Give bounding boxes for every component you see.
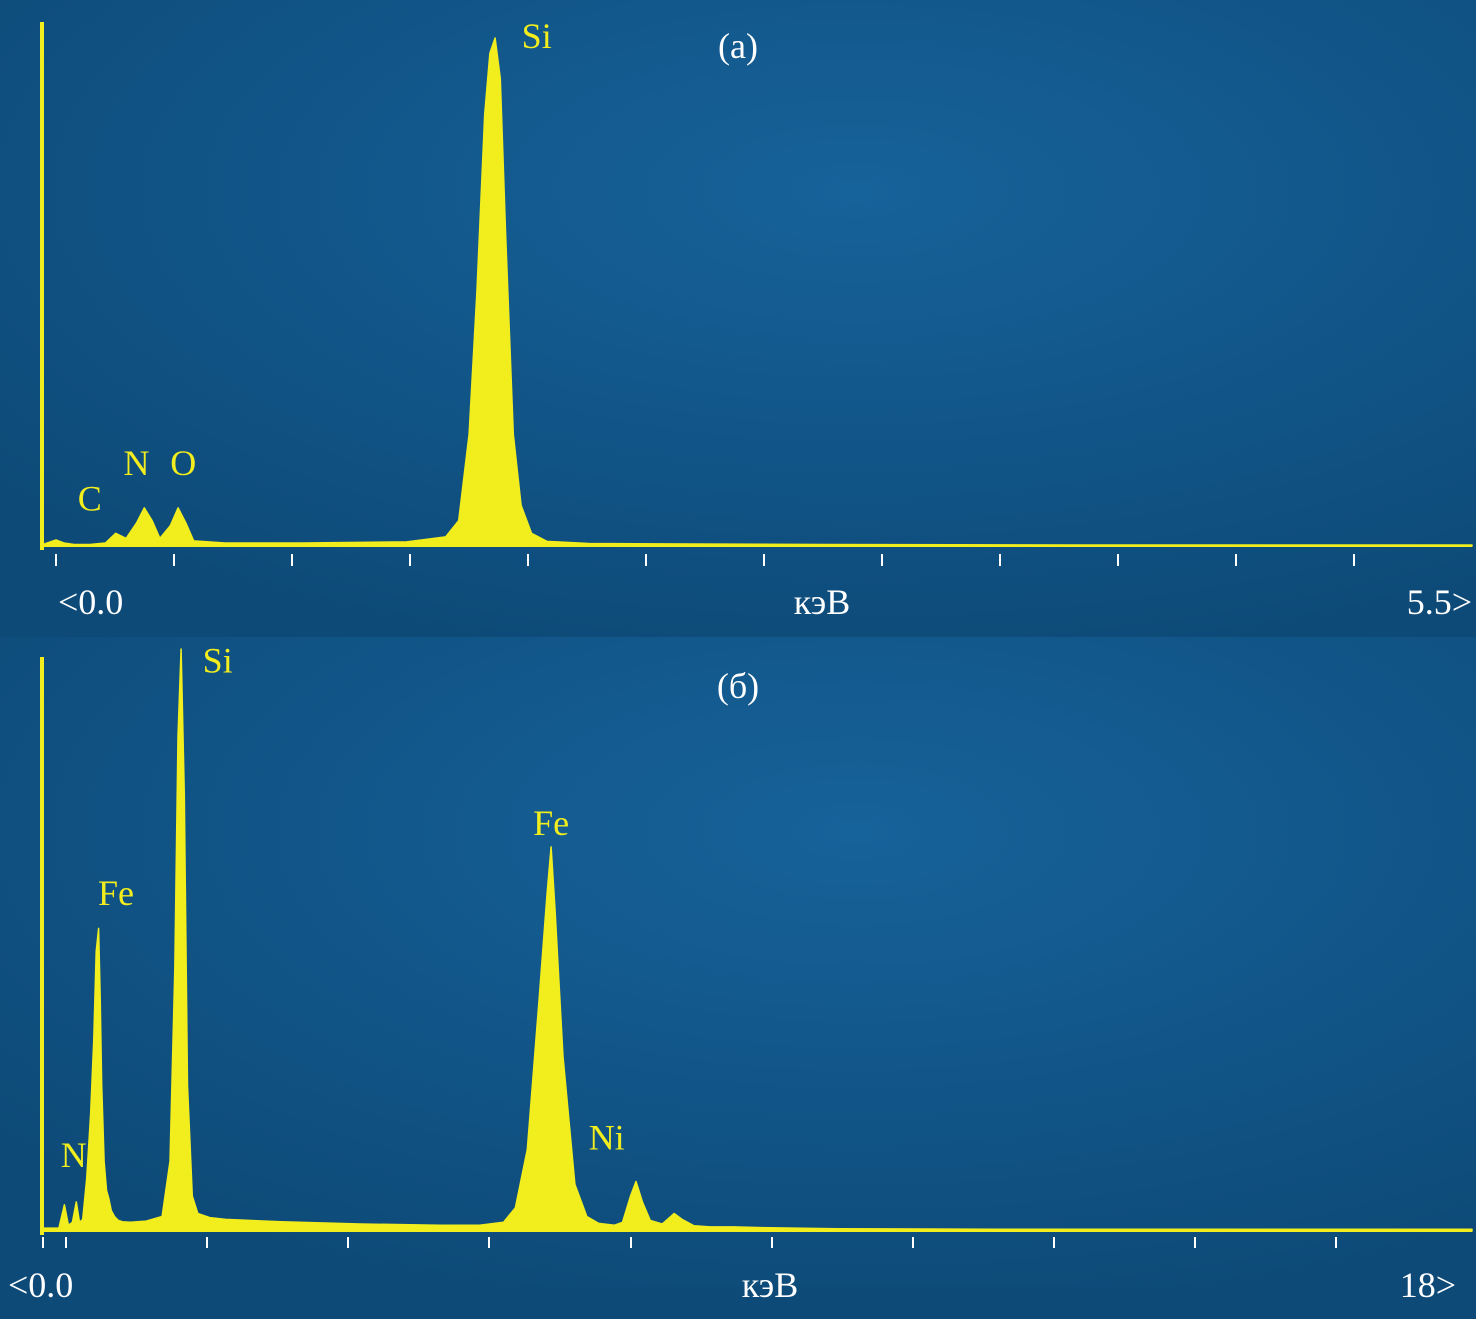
plot-background (0, 0, 1476, 637)
x-tick-label-max: 5.5> (1407, 582, 1472, 622)
peak-label-si: Si (522, 16, 552, 56)
peak-label-si: Si (203, 640, 233, 680)
peak-label-n: N (124, 443, 150, 483)
peak-label-fe: Fe (533, 803, 569, 843)
x-axis-unit-label: кэВ (742, 1265, 798, 1305)
spectrum-panel-a: <0.0 кэВ 5.5> (а) C N O Si (0, 0, 1476, 637)
spectrum-area (42, 648, 1473, 1232)
peak-label-fe: Fe (98, 873, 134, 913)
spectrum-chart-b: <0.0 кэВ 18> (б) Ni Fe Si Fe Ni (0, 637, 1476, 1319)
spectrum-panel-b: <0.0 кэВ 18> (б) Ni Fe Si Fe Ni (0, 637, 1476, 1319)
x-tick-label-min: <0.0 (58, 582, 123, 622)
peak-label-ni: Ni (61, 1135, 97, 1175)
panel-label: (а) (718, 26, 758, 66)
panel-label: (б) (717, 666, 759, 706)
peak-label-c: C (78, 478, 102, 518)
peak-label-o: O (170, 443, 196, 483)
x-tick-label-max: 18> (1400, 1265, 1456, 1305)
spectrum-area (42, 37, 1473, 547)
x-axis-unit-label: кэВ (794, 582, 850, 622)
plot-background (0, 637, 1476, 1287)
axis-background (0, 1287, 1476, 1319)
x-tick-label-min: <0.0 (8, 1265, 73, 1305)
spectrum-chart-a: <0.0 кэВ 5.5> (а) CN O Si (0, 0, 1476, 637)
peak-label-ni: Ni (589, 1118, 625, 1158)
